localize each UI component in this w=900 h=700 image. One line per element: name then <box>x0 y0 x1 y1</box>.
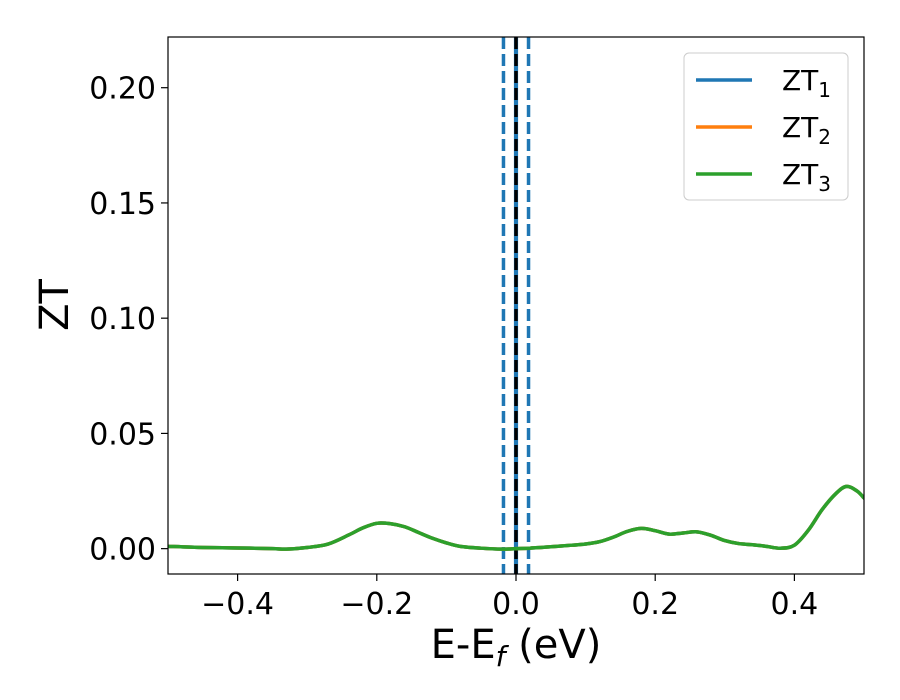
x-tick-label: 0.4 <box>771 587 819 622</box>
y-tick-label: 0.10 <box>89 302 156 337</box>
fermi-band <box>513 37 519 574</box>
y-tick-label: 0.05 <box>89 417 156 452</box>
x-tick-label: 0.0 <box>492 587 540 622</box>
legend-label-zt3: ZT3 <box>782 158 831 196</box>
y-axis: 0.00 0.05 0.10 0.15 0.20 <box>89 72 168 568</box>
legend-label-zt1: ZT1 <box>782 64 831 102</box>
legend-box <box>683 52 849 201</box>
x-tick-label: −0.4 <box>201 587 274 622</box>
y-axis-label: ZT <box>32 279 78 331</box>
y-tick-label: 0.00 <box>89 533 156 568</box>
x-axis-label: E-Ef (eV) <box>431 622 602 673</box>
y-tick-label: 0.20 <box>89 72 156 107</box>
series-line-zt3 <box>168 484 864 551</box>
x-axis: −0.4 −0.2 0.0 0.2 0.4 <box>201 574 818 622</box>
plot-area <box>168 37 864 574</box>
x-tick-label: 0.2 <box>631 587 679 622</box>
legend-label-zt2: ZT2 <box>782 111 831 149</box>
x-tick-label: −0.2 <box>340 587 413 622</box>
legend: ZT1 ZT2 ZT3 <box>683 52 849 201</box>
y-tick-label: 0.15 <box>89 187 156 222</box>
